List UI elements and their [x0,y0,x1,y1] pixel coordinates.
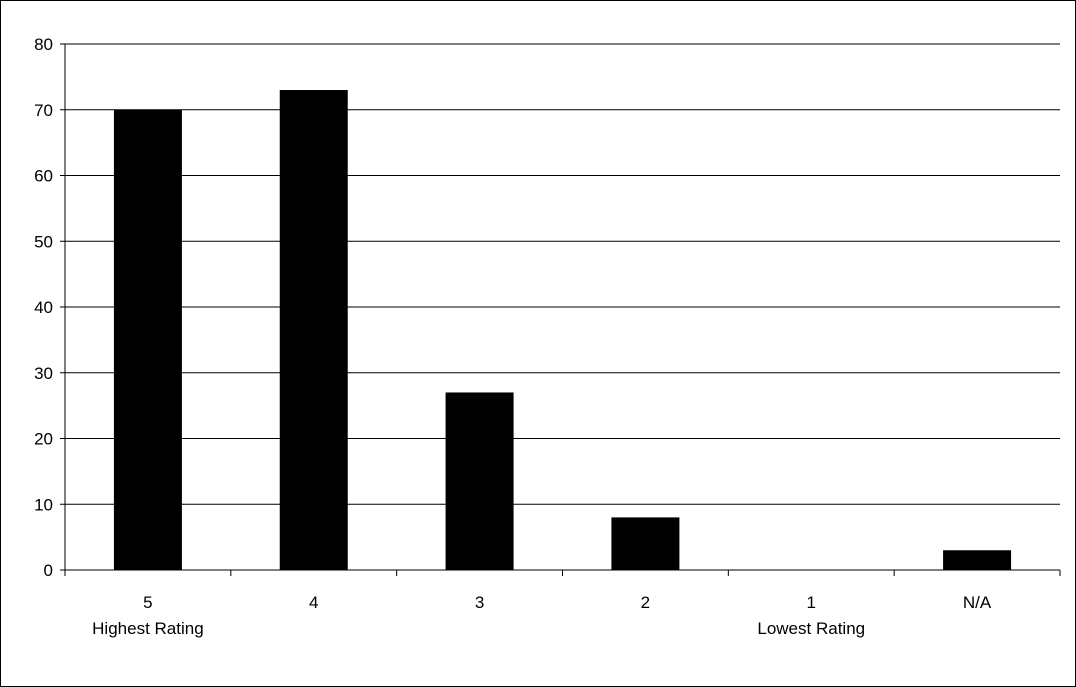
x-tick-label: 4 [309,593,318,612]
y-tick-label: 10 [34,495,53,514]
x-tick-sublabel: Lowest Rating [757,619,865,638]
y-tick-label: 80 [34,35,53,54]
bar-5 [113,109,182,570]
y-tick-label: 60 [34,167,53,186]
y-tick-label: 20 [34,430,53,449]
y-tick-label: 30 [34,364,53,383]
x-tick-label: 5 [143,593,152,612]
bars [113,90,1012,571]
x-tick-label: 2 [641,593,650,612]
y-tick-label: 70 [34,101,53,120]
x-tick-label: N/A [963,593,992,612]
x-tick-label: 1 [807,593,816,612]
x-tick-label: 3 [475,593,484,612]
bar-4 [279,90,348,571]
bar-na [943,550,1012,570]
axes [60,43,1061,576]
bar-3 [445,392,514,570]
y-tick-label: 40 [34,298,53,317]
y-tick-label: 0 [44,561,53,580]
x-tick-sublabel: Highest Rating [92,619,204,638]
labels: 0 10 20 30 40 50 60 70 80 5 Highest Rating 4 3 2 1 Lowe… [34,35,992,638]
bar-2 [611,517,680,570]
y-tick-label: 50 [34,232,53,251]
gridlines [65,43,1060,505]
